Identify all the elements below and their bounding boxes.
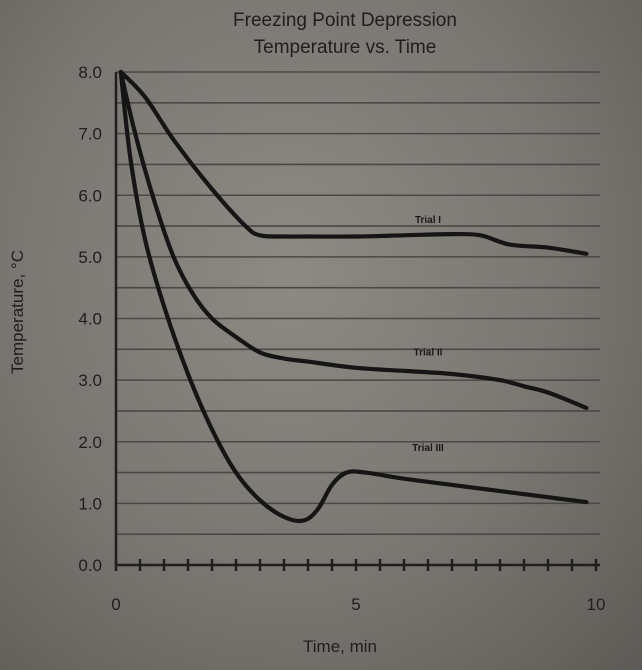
y-tick-label: 6.0 [78, 186, 102, 205]
grid-lines [116, 71, 600, 535]
series-line-trial-iii [118, 69, 589, 524]
chart-title-line-2: Temperature vs. Time [254, 37, 437, 58]
y-axis-tick-labels: 0.0 1.0 2.0 3.0 4.0 5.0 6.0 7.0 8.0 [78, 63, 102, 575]
series-annotations: Trial I Trial II Trial III [412, 215, 444, 454]
x-axis-label: Time, min [303, 637, 377, 656]
series-line-trial-i [118, 69, 589, 256]
y-tick-label: 5.0 [78, 248, 102, 267]
y-tick-label: 7.0 [78, 125, 102, 144]
y-tick-label: 3.0 [78, 371, 102, 390]
trial-label: Trial I [415, 215, 441, 226]
series-line-trial-ii [118, 69, 589, 410]
y-tick-label: 2.0 [78, 433, 102, 452]
x-tick-label: 10 [587, 595, 606, 614]
y-tick-label: 0.0 [78, 556, 102, 575]
series-group [118, 69, 589, 524]
chart-title-line-1: Freezing Point Depression [233, 10, 457, 31]
x-tick-label: 5 [351, 595, 360, 614]
y-tick-label: 8.0 [78, 63, 102, 82]
trial-label: Trial II [414, 347, 443, 358]
y-axis-label: Temperature, °C [8, 250, 27, 374]
x-tick-label: 0 [111, 595, 120, 614]
y-tick-label: 1.0 [78, 494, 102, 513]
y-tick-label: 4.0 [78, 310, 102, 329]
trial-label: Trial III [412, 443, 444, 454]
x-axis-tick-labels: 0 5 10 [111, 595, 605, 614]
